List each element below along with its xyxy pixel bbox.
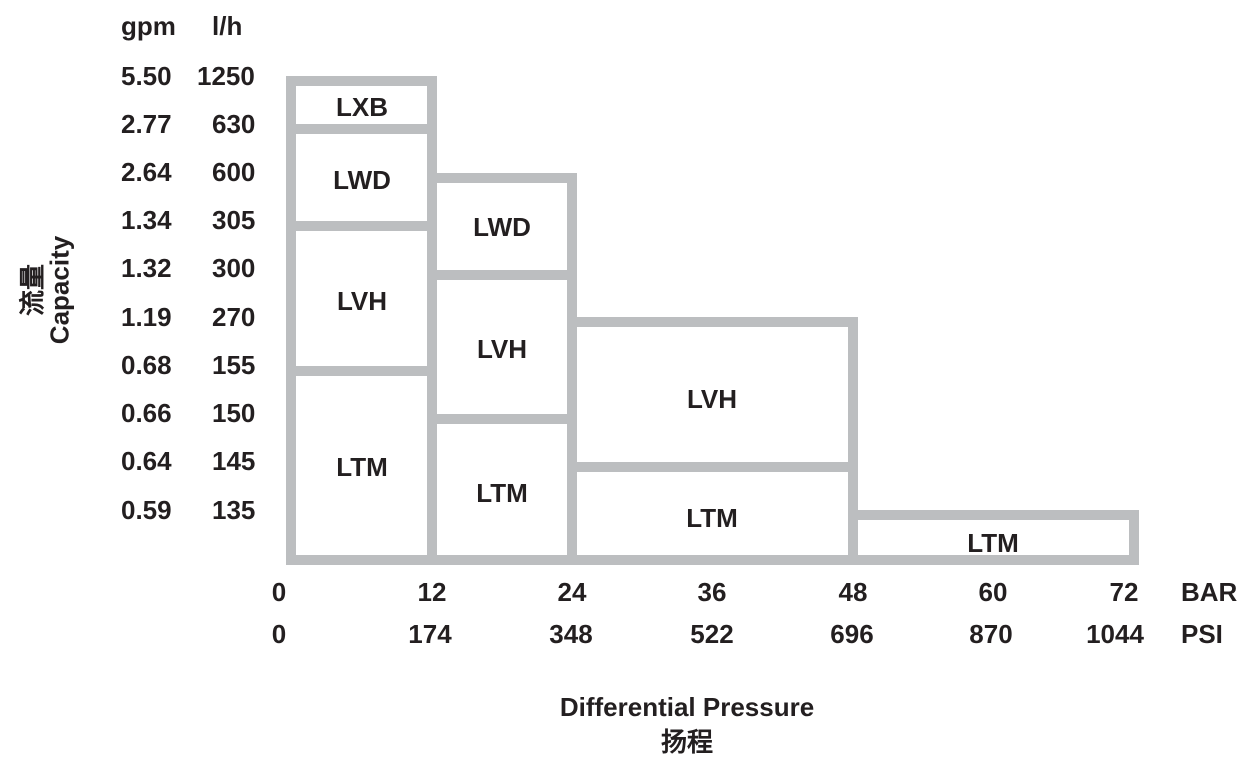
region-label: LVH <box>687 386 737 412</box>
bar-tick: 24 <box>558 579 587 605</box>
psi-tick: 348 <box>549 621 592 647</box>
psi-tick: 522 <box>690 621 733 647</box>
psi-tick: 870 <box>969 621 1012 647</box>
region-label: LWD <box>333 167 391 193</box>
region-label: LVH <box>477 336 527 362</box>
region-label: LTM <box>686 505 738 531</box>
psi-tick: 696 <box>830 621 873 647</box>
bar-tick: 48 <box>839 579 868 605</box>
x-axis-title-en: Differential Pressure <box>560 690 814 725</box>
psi-tick: 1044 <box>1086 621 1144 647</box>
bar-tick: 12 <box>418 579 447 605</box>
bar-tick: 72 <box>1110 579 1139 605</box>
region-label: LXB <box>336 94 388 120</box>
psi-tick: 174 <box>408 621 451 647</box>
x-axis-title-cn: 扬程 <box>560 725 814 760</box>
psi-tick: 0 <box>272 621 286 647</box>
bar-tick: 0 <box>272 579 286 605</box>
region-label: LVH <box>337 288 387 314</box>
x-axis-title: Differential Pressure 扬程 <box>560 690 814 760</box>
bar-unit: BAR <box>1181 579 1237 605</box>
psi-unit: PSI <box>1181 621 1223 647</box>
region-label: LTM <box>967 530 1019 556</box>
region-label: LTM <box>336 454 388 480</box>
bar-tick: 36 <box>698 579 727 605</box>
region-label: LTM <box>476 480 528 506</box>
bar-tick: 60 <box>979 579 1008 605</box>
region-label: LWD <box>473 214 531 240</box>
